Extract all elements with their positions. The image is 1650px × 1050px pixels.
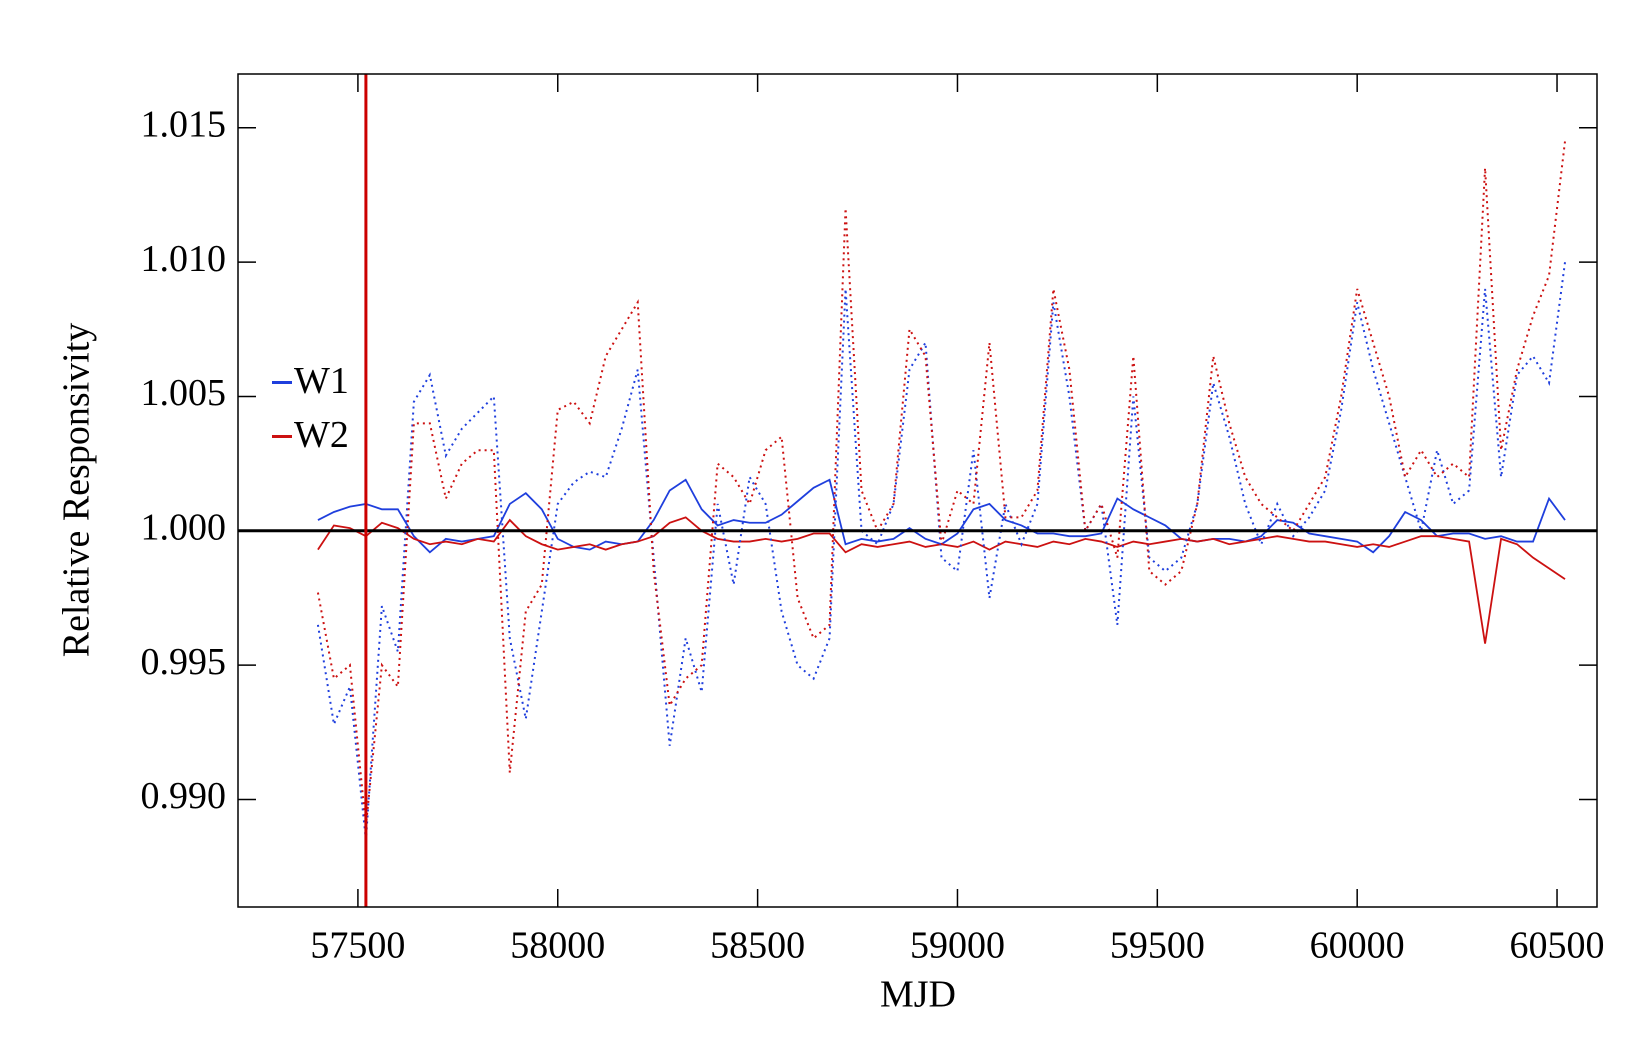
- x-tick-label: 59500: [1110, 925, 1205, 967]
- plot-frame: [237, 73, 1598, 908]
- legend-label: W2: [294, 414, 349, 456]
- x-tick-label: 60000: [1310, 925, 1405, 967]
- y-tick-label: 0.990: [141, 775, 227, 817]
- y-tick-label: 1.015: [141, 103, 227, 145]
- y-tick-label: 1.010: [141, 238, 227, 280]
- x-tick-label: 60500: [1510, 925, 1605, 967]
- x-tick-label: 59000: [910, 925, 1005, 967]
- data-line: [316, 261, 1567, 840]
- plot-area: [316, 141, 1567, 840]
- y-tick-label: 1.000: [141, 507, 227, 549]
- data-line: [316, 141, 1567, 827]
- y-axis-label: Relative Responsivity: [56, 323, 98, 658]
- data-line: [317, 478, 1566, 554]
- legend-label: W1: [294, 360, 349, 402]
- x-axis-label: MJD: [880, 974, 956, 1016]
- x-tick-label: 58500: [710, 925, 805, 967]
- x-tick-label: 57500: [310, 925, 405, 967]
- x-tick-label: 58000: [510, 925, 605, 967]
- y-tick-label: 1.005: [141, 372, 227, 414]
- data-line: [317, 516, 1566, 644]
- y-tick-label: 0.995: [141, 641, 227, 683]
